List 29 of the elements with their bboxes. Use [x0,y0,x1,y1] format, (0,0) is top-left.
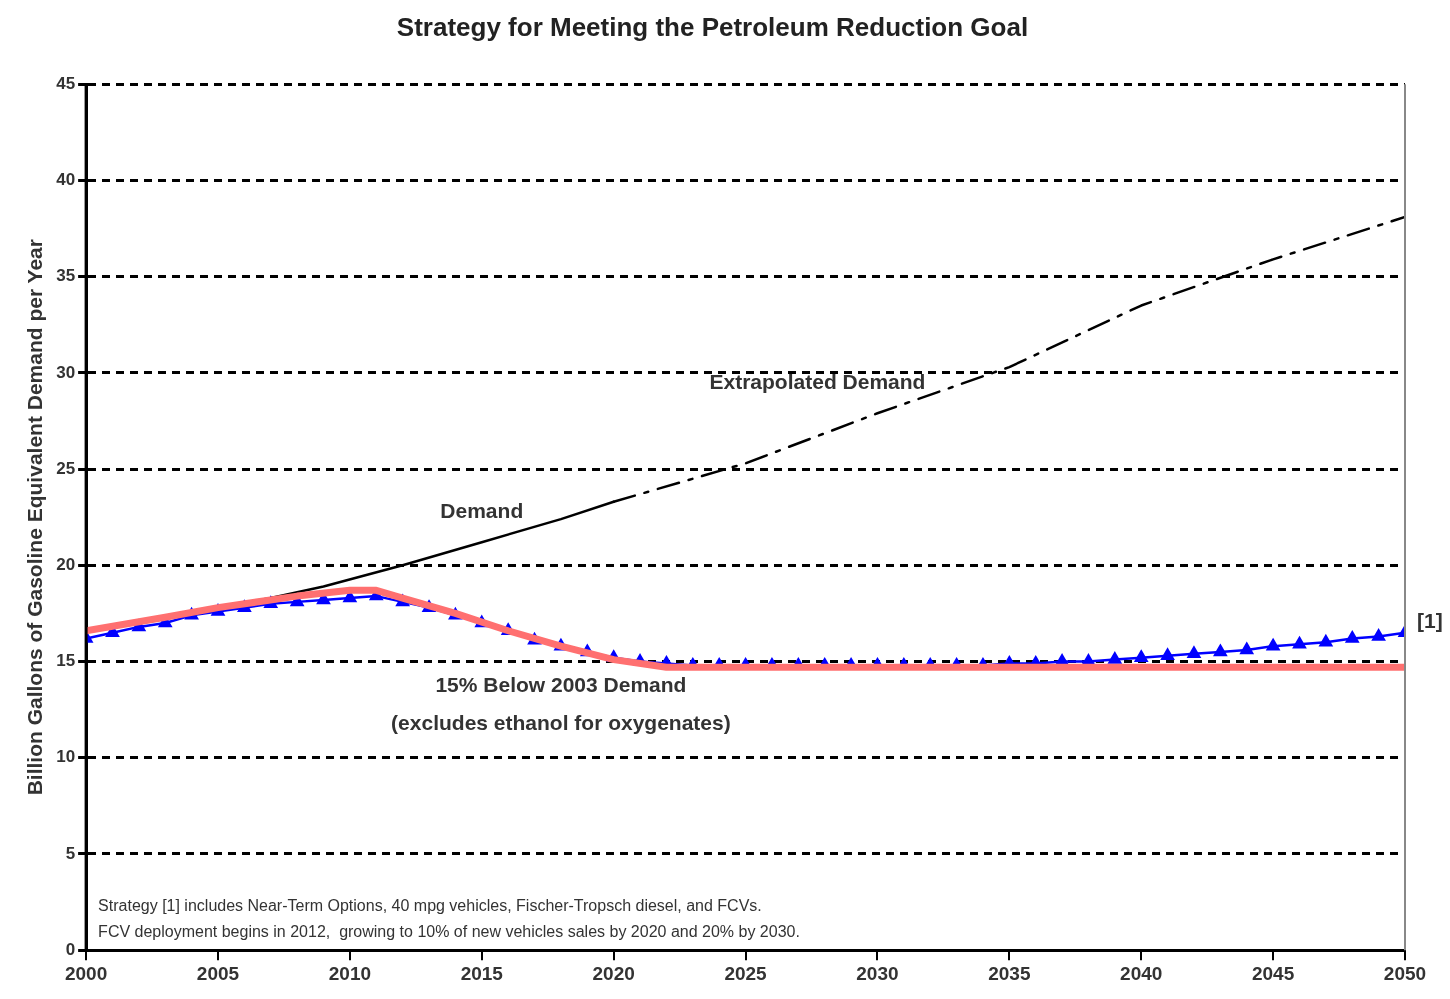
annotation: Strategy [1] includes Near-Term Options, 40 mpg vehicles, Fischer-Tropsch diesel, and FCVs. [98,896,762,914]
y-tick-label: 0 [65,939,76,959]
y-tick-label: 30 [56,362,76,382]
annotation: FCV deployment begins in 2012, growing to 10% of new vehicles sales by 2020 and 20% by 2030. [98,922,800,940]
series-label: Demand [440,499,524,523]
chart-title: Strategy for Meeting the Petroleum Reduction Goal [396,11,1029,42]
x-tick-label: 2015 [460,962,504,984]
y-tick-label: 45 [56,73,76,93]
y-axis-title: Billion Gallons of Gasoline Equivalent Demand per Year [23,239,47,796]
x-tick-label: 2040 [1120,962,1163,984]
y-tick-label: 40 [56,170,76,190]
series-label: 15% Below 2003 Demand (excludes ethanol for oxygenates) [391,672,731,734]
x-tick-label: 2045 [1251,962,1295,984]
y-tick-label: 15 [56,651,76,671]
x-tick-label: 2025 [724,962,768,984]
y-tick-label: 25 [56,458,76,478]
series-label: [1] [1417,609,1443,633]
x-tick-label: 2010 [328,962,372,984]
y-tick-label: 20 [56,555,76,574]
y-tick-label: 35 [56,266,76,286]
series-label: Extrapolated Demand [709,370,926,394]
x-tick-label: 2020 [592,962,635,984]
y-tick-label: 5 [65,843,76,863]
x-tick-label: 2000 [64,962,108,984]
y-tick-label: 10 [56,747,76,767]
x-tick-label: 2005 [196,962,240,984]
x-tick-label: 2050 [1383,962,1427,984]
x-tick-label: 2035 [988,962,1031,984]
x-tick-label: 2030 [856,962,899,984]
